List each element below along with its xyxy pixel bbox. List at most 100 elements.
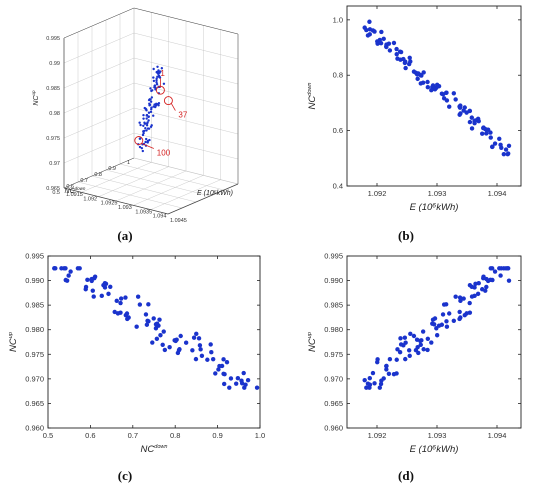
- pd-ylabel: NCup: [307, 332, 318, 352]
- pb-point: [384, 44, 389, 50]
- pb-point: [421, 70, 426, 75]
- panel-a-point: [149, 98, 152, 101]
- pc-point: [196, 336, 202, 341]
- panel-label-b: (b): [398, 228, 414, 243]
- pb-point: [398, 49, 404, 55]
- pd-point: [457, 295, 463, 300]
- panel-a-grid: [133, 157, 239, 185]
- pd-point: [375, 359, 380, 365]
- panel-a-grid: [63, 107, 135, 139]
- panel-a-point: [146, 127, 150, 130]
- pb-xtick-label: 1.093: [428, 189, 447, 198]
- pd-point: [476, 280, 481, 286]
- pc-point: [194, 331, 199, 337]
- pc-point: [118, 296, 124, 301]
- pc-point: [205, 357, 210, 362]
- panel-a-annotations: 1 37 100: [134, 69, 188, 158]
- panel-a-point: [151, 89, 154, 92]
- pb-point: [492, 141, 498, 146]
- pb-point: [469, 126, 475, 131]
- panel-a-point: [152, 114, 155, 117]
- panel-a-point: [150, 107, 153, 111]
- pc-point: [197, 343, 203, 348]
- pc-point: [198, 347, 203, 352]
- pb-point: [467, 108, 473, 114]
- pc-point: [125, 316, 130, 322]
- panel-a-annotation-label: 37: [178, 111, 187, 120]
- panel-a-annotation-arrow: [141, 143, 154, 149]
- pb-point: [367, 27, 373, 32]
- panel-a-annotation-circle: [163, 96, 173, 106]
- panel-a-ztick-label: 0.985: [46, 86, 60, 92]
- panel-b-scatter: 1.092 1.093 1.094 0.4 0.6 0.8 1.0 E (10⁶kWh) NCd…: [307, 5, 522, 213]
- pb-point: [498, 142, 503, 148]
- pc-point: [135, 294, 141, 299]
- panel-a-point: [149, 87, 152, 90]
- pb-frame: [346, 5, 522, 187]
- pd-point: [481, 275, 486, 281]
- panel-a-point: [147, 111, 151, 114]
- pd-point: [458, 298, 463, 304]
- pb-xtick-label: 1.094: [488, 189, 507, 198]
- pb-point: [401, 56, 406, 62]
- pc-point: [235, 375, 241, 381]
- panel-a-point: [152, 67, 155, 71]
- pc-point: [216, 367, 221, 372]
- pc-point: [92, 275, 97, 281]
- pb-point: [415, 76, 420, 82]
- pd-point: [462, 312, 467, 318]
- pc-xtick-label: 0.6: [85, 431, 95, 440]
- pb-ylabel: NCdown: [307, 83, 318, 110]
- pc-point: [106, 291, 111, 297]
- panel-a-point: [139, 137, 142, 140]
- pd-point: [441, 302, 447, 307]
- panel-a-xtick-label: 1.0925: [101, 201, 118, 207]
- pc-point: [83, 287, 88, 292]
- pd-point: [384, 367, 389, 372]
- pd-point: [469, 294, 475, 299]
- pb-point: [391, 40, 397, 46]
- panel-a-point: [138, 145, 142, 149]
- pc-point: [160, 342, 165, 347]
- pb-xtick-label: 1.092: [368, 189, 387, 198]
- panel-a-point: [149, 110, 153, 114]
- pb-point: [377, 37, 383, 43]
- pd-point: [467, 300, 472, 306]
- pd-point: [418, 342, 423, 347]
- pd-ytick-label: 0.975: [324, 350, 343, 359]
- pc-xtick-label: 0.9: [212, 431, 222, 440]
- panel-label-c: (c): [118, 468, 132, 483]
- pd-ytick-label: 0.960: [324, 424, 343, 433]
- panel-a-point: [152, 76, 155, 79]
- pc-point: [162, 347, 168, 353]
- pd-point: [372, 381, 377, 386]
- pc-point: [210, 356, 216, 362]
- panel-a-annotation-arrow: [171, 103, 176, 111]
- pd-point: [408, 331, 413, 337]
- panel-a-3d-scatter: 0.965 0.97 0.975 0.98 0.985 0.99 0.995 0.5 0.6 0.…: [31, 7, 239, 224]
- pc-point: [219, 363, 225, 369]
- panel-a-grid: [81, 162, 152, 193]
- pb-ytick-label: 0.6: [333, 126, 343, 135]
- pc-ylabel: NCup: [8, 332, 19, 352]
- pd-point: [379, 378, 384, 383]
- pc-ytick-label: 0.960: [25, 424, 44, 433]
- panel-a-point: [143, 106, 146, 110]
- panel-a-point: [149, 125, 153, 129]
- panel-a-grid: [133, 32, 239, 60]
- pc-point: [114, 298, 119, 304]
- pb-point: [506, 151, 511, 156]
- pd-point: [420, 329, 426, 334]
- pc-point: [213, 371, 218, 376]
- pc-point: [175, 350, 181, 356]
- pd-point: [457, 316, 462, 322]
- pd-xtick-label: 1.094: [488, 431, 507, 440]
- pc-point: [167, 344, 172, 350]
- pc-point: [221, 371, 226, 376]
- panel-a-ztick-label: 0.975: [46, 136, 60, 142]
- panel-a-box: [63, 7, 239, 215]
- panel-a-grid: [150, 179, 221, 210]
- pd-point: [479, 287, 485, 292]
- pd-point: [457, 309, 462, 315]
- pd-point: [429, 340, 434, 345]
